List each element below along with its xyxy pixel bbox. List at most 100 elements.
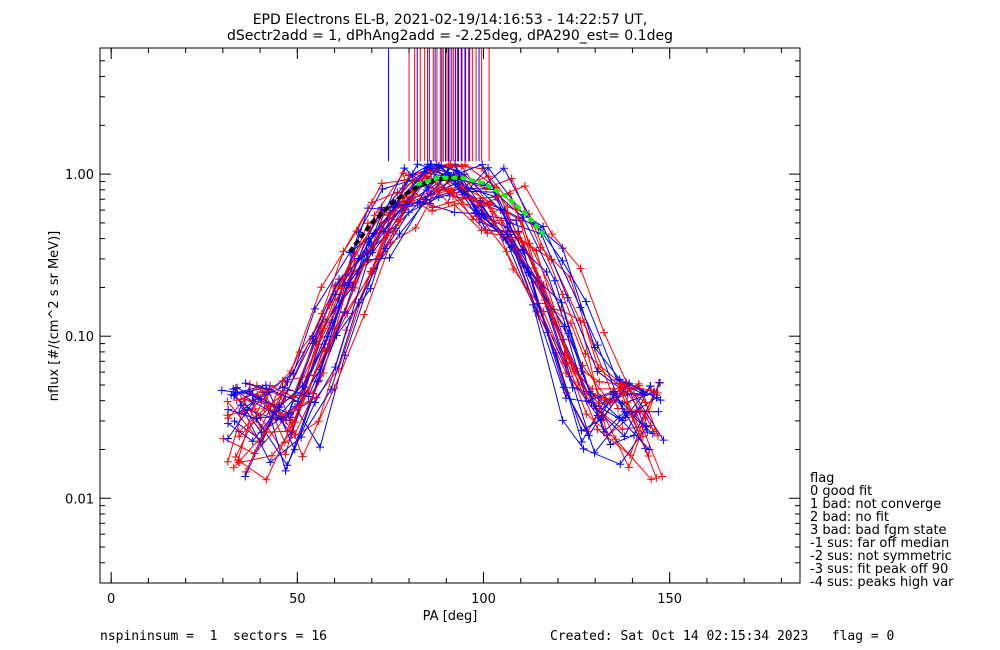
flux-point-marker bbox=[310, 304, 319, 313]
chart-title-line-1: EPD Electrons EL-B, 2021-02-19/14:16:53 … bbox=[253, 12, 648, 28]
flux-point-marker bbox=[563, 293, 572, 302]
flux-point-marker bbox=[224, 419, 233, 428]
flux-point-marker bbox=[261, 428, 270, 437]
flux-point-marker bbox=[281, 466, 290, 475]
flux-point-marker bbox=[558, 416, 567, 425]
x-tick-label: 50 bbox=[289, 592, 306, 607]
flux-point-marker bbox=[588, 385, 597, 394]
flux-point-marker bbox=[503, 202, 512, 211]
flux-point-marker bbox=[644, 451, 653, 460]
flux-point-marker bbox=[241, 379, 250, 388]
flux-point-marker bbox=[314, 417, 323, 426]
x-axis: 0 50 100 150 bbox=[107, 48, 782, 607]
flux-point-marker bbox=[319, 369, 328, 378]
flux-point-marker bbox=[317, 283, 326, 292]
flux-point-marker bbox=[235, 432, 244, 441]
flux-point-marker bbox=[245, 387, 254, 396]
flux-point-marker bbox=[582, 297, 591, 306]
flux-curve bbox=[235, 162, 659, 460]
flux-point-marker bbox=[223, 397, 232, 406]
flux-point-marker bbox=[331, 363, 340, 372]
flux-point-marker bbox=[335, 275, 344, 284]
flux-point-marker bbox=[217, 386, 226, 395]
flux-point-marker bbox=[582, 410, 591, 419]
flux-point-marker bbox=[366, 267, 375, 276]
flux-point-marker bbox=[520, 181, 529, 190]
flux-point-marker bbox=[618, 425, 627, 434]
flux-point-marker bbox=[233, 383, 242, 392]
flux-point-marker bbox=[539, 281, 548, 290]
flux-point-marker bbox=[461, 160, 470, 169]
flux-point-marker bbox=[463, 183, 472, 192]
flux-point-marker bbox=[364, 204, 373, 213]
legend-title: flag bbox=[810, 471, 834, 486]
flux-point-marker bbox=[376, 226, 385, 235]
flux-line bbox=[235, 172, 655, 458]
flux-point-marker bbox=[599, 427, 608, 436]
flux-point-marker bbox=[653, 388, 662, 397]
flux-point-marker bbox=[265, 385, 274, 394]
flux-point-marker bbox=[400, 164, 409, 173]
flux-point-marker bbox=[615, 375, 624, 384]
flux-point-marker bbox=[541, 299, 550, 308]
flux-line bbox=[239, 175, 652, 481]
flux-point-marker bbox=[258, 387, 267, 396]
flux-point-marker bbox=[499, 164, 508, 173]
flux-point-marker bbox=[579, 444, 588, 453]
flux-point-marker bbox=[450, 200, 459, 209]
flux-point-marker bbox=[593, 425, 602, 434]
flux-curve bbox=[223, 160, 650, 447]
flux-point-marker bbox=[394, 217, 403, 226]
flux-point-marker bbox=[590, 448, 599, 457]
flux-point-marker bbox=[321, 347, 330, 356]
flux-point-marker bbox=[647, 475, 656, 484]
flux-point-marker bbox=[326, 385, 335, 394]
flux-point-marker bbox=[383, 231, 392, 240]
legend-item: 0 good fit bbox=[810, 484, 872, 499]
flux-point-marker bbox=[458, 194, 467, 203]
flux-point-marker bbox=[385, 253, 394, 262]
flux-point-marker bbox=[230, 417, 239, 426]
flux-point-marker bbox=[590, 343, 599, 352]
flux-point-marker bbox=[597, 415, 606, 424]
flux-point-marker bbox=[223, 457, 232, 466]
flux-point-marker bbox=[503, 230, 512, 239]
flux-point-marker bbox=[606, 440, 615, 449]
flux-point-marker bbox=[413, 198, 422, 207]
flux-point-marker bbox=[625, 379, 634, 388]
flux-point-marker bbox=[281, 450, 290, 459]
flux-point-marker bbox=[317, 309, 326, 318]
flux-point-marker bbox=[395, 230, 404, 239]
flux-point-marker bbox=[650, 427, 659, 436]
flux-point-marker bbox=[250, 404, 259, 413]
flux-point-marker bbox=[413, 160, 422, 169]
flux-point-marker bbox=[367, 198, 376, 207]
flux-point-marker bbox=[532, 306, 541, 315]
flux-point-marker bbox=[304, 392, 313, 401]
flux-point-marker bbox=[408, 170, 417, 179]
flux-point-marker bbox=[617, 380, 626, 389]
flux-point-marker bbox=[229, 391, 238, 400]
flux-point-marker bbox=[267, 451, 276, 460]
flux-point-marker bbox=[426, 160, 435, 169]
flux-point-marker bbox=[338, 274, 347, 283]
flux-point-marker bbox=[399, 168, 408, 177]
flux-point-marker bbox=[546, 307, 555, 316]
flux-line bbox=[233, 163, 651, 422]
y-tick-label: 1.00 bbox=[65, 168, 94, 183]
flux-point-marker bbox=[457, 162, 466, 171]
fit-curves-layer bbox=[347, 175, 549, 254]
flux-point-marker bbox=[229, 463, 238, 472]
flux-line bbox=[244, 185, 658, 436]
flag-legend: flag 0 good fit 1 bad: not converge 2 ba… bbox=[810, 471, 954, 590]
flux-point-marker bbox=[616, 460, 625, 469]
flux-point-marker bbox=[381, 244, 390, 253]
flux-curve bbox=[245, 161, 665, 435]
flux-point-marker bbox=[262, 475, 271, 484]
flux-point-marker bbox=[365, 238, 374, 247]
flux-point-marker bbox=[240, 395, 249, 404]
flux-point-marker bbox=[411, 223, 420, 232]
flux-point-marker bbox=[593, 367, 602, 376]
flux-point-marker bbox=[548, 230, 557, 239]
flux-curve bbox=[236, 186, 664, 467]
